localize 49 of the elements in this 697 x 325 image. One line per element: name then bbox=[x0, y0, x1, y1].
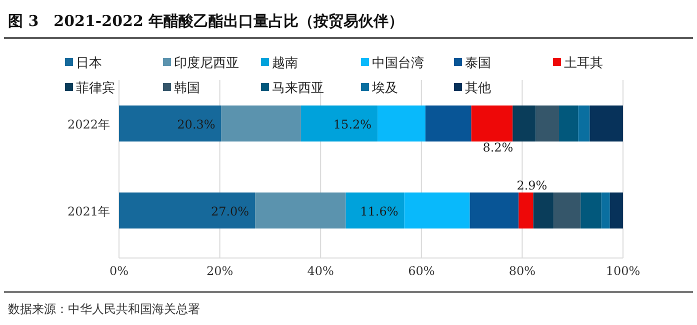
legend-label: 中国台湾 bbox=[372, 55, 424, 71]
bar bbox=[590, 106, 623, 142]
bar bbox=[346, 192, 404, 228]
bar bbox=[471, 106, 513, 142]
bar bbox=[255, 192, 346, 228]
bar bbox=[536, 106, 559, 142]
legend-label: 埃及 bbox=[371, 81, 398, 96]
legend-label: 其他 bbox=[465, 81, 491, 96]
bar bbox=[119, 106, 222, 142]
bar bbox=[378, 106, 426, 142]
bar bbox=[558, 106, 578, 142]
x-tick-label: 80% bbox=[508, 264, 536, 278]
legend-label: 越南 bbox=[272, 56, 298, 71]
legend-label: 泰国 bbox=[465, 56, 491, 71]
bar bbox=[512, 106, 536, 142]
bar bbox=[518, 192, 534, 228]
data-label: 8.2% bbox=[482, 140, 514, 154]
legend-label: 马来西亚 bbox=[272, 81, 324, 96]
legend-label: 菲律宾 bbox=[76, 80, 115, 96]
source-note: 数据来源：中华人民共和国海关总署 bbox=[8, 302, 200, 316]
legend-label: 印度尼西亚 bbox=[174, 55, 239, 71]
data-label: 15.2% bbox=[333, 118, 372, 132]
bar bbox=[221, 106, 301, 142]
bar bbox=[470, 192, 519, 228]
bar bbox=[119, 192, 256, 228]
bar bbox=[300, 106, 378, 142]
bar bbox=[553, 192, 581, 228]
legend-label: 韩国 bbox=[174, 81, 200, 96]
legend-label: 土耳其 bbox=[564, 56, 603, 71]
x-tick-label: 40% bbox=[307, 264, 334, 278]
y-tick-label: 2021年 bbox=[67, 204, 110, 218]
chart-title: 图 3 2021-2022 年醋酸乙酯出口量占比（按贸易伙伴） bbox=[8, 12, 404, 30]
data-label: 11.6% bbox=[360, 204, 398, 218]
legend-label: 日本 bbox=[76, 56, 102, 71]
y-tick-label: 2022年 bbox=[67, 118, 110, 132]
data-label: 27.0% bbox=[210, 204, 250, 218]
x-tick-label: 20% bbox=[206, 264, 234, 278]
bar bbox=[425, 106, 472, 142]
bar bbox=[578, 106, 590, 142]
data-label: 2.9% bbox=[516, 178, 548, 192]
bar bbox=[533, 192, 554, 228]
bar bbox=[580, 192, 602, 228]
bar bbox=[610, 192, 623, 228]
x-tick-label: 100% bbox=[606, 264, 640, 278]
x-tick-label: 0% bbox=[109, 264, 129, 278]
data-label: 20.3% bbox=[177, 118, 216, 132]
x-tick-label: 60% bbox=[408, 264, 435, 278]
bar bbox=[404, 192, 470, 228]
bar bbox=[601, 192, 610, 228]
